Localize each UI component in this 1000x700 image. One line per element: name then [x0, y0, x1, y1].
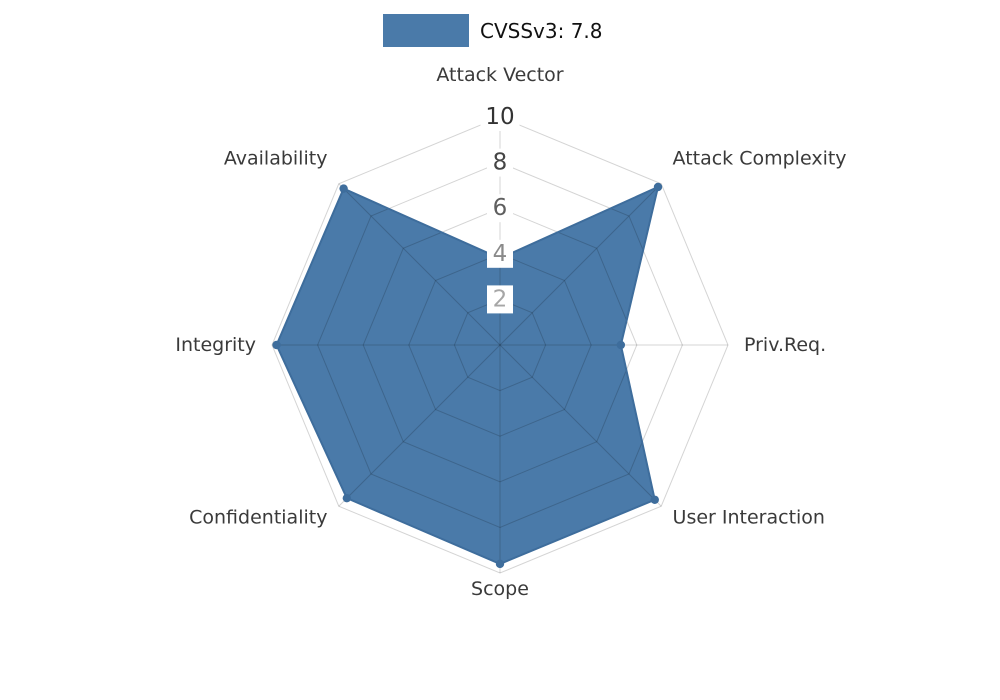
axis-label: Scope	[471, 578, 529, 600]
axis-label: Availability	[224, 147, 328, 169]
tick-label-box	[487, 194, 513, 223]
radar-vertex-dot	[272, 340, 281, 350]
radar-vertex-dot	[650, 495, 659, 504]
grid-spoke	[499, 183, 662, 346]
radar-vertex-dot	[339, 184, 348, 193]
tick-label-box	[487, 285, 513, 314]
axis-label: Attack Vector	[436, 64, 563, 86]
tick-label: 6	[493, 195, 508, 221]
tick-label-box	[480, 103, 520, 131]
radar-vertex-dot	[495, 559, 505, 569]
tick-label: 8	[493, 150, 508, 176]
tick-label: 10	[485, 104, 514, 130]
radar-area	[276, 187, 658, 564]
axis-label: Attack Complexity	[673, 147, 847, 169]
radar-vertex-dot	[616, 340, 626, 350]
grid-ring	[362, 207, 638, 483]
tick-label-box	[487, 148, 513, 177]
grid-spoke	[338, 344, 501, 507]
legend-label: CVSSv3: 7.8	[480, 18, 603, 43]
legend: CVSSv3: 7.8	[383, 14, 603, 47]
axis-label: Integrity	[175, 334, 256, 356]
grid-ring	[453, 298, 547, 392]
grid-ring	[271, 116, 729, 574]
grid-ring	[408, 253, 592, 437]
grid-spoke	[338, 183, 501, 346]
radar-vertex-dot	[342, 493, 352, 503]
tick-label-box	[487, 239, 513, 268]
tick-label: 4	[493, 241, 508, 267]
tick-label: 2	[493, 286, 508, 312]
axis-label: Confidentiality	[189, 507, 327, 529]
legend-swatch	[383, 14, 469, 47]
grid-ring	[317, 162, 683, 528]
radar-vertex-dot	[653, 182, 663, 192]
grid-spoke	[499, 344, 662, 507]
axis-label: Priv.Req.	[744, 334, 826, 356]
axis-label: User Interaction	[673, 507, 825, 529]
